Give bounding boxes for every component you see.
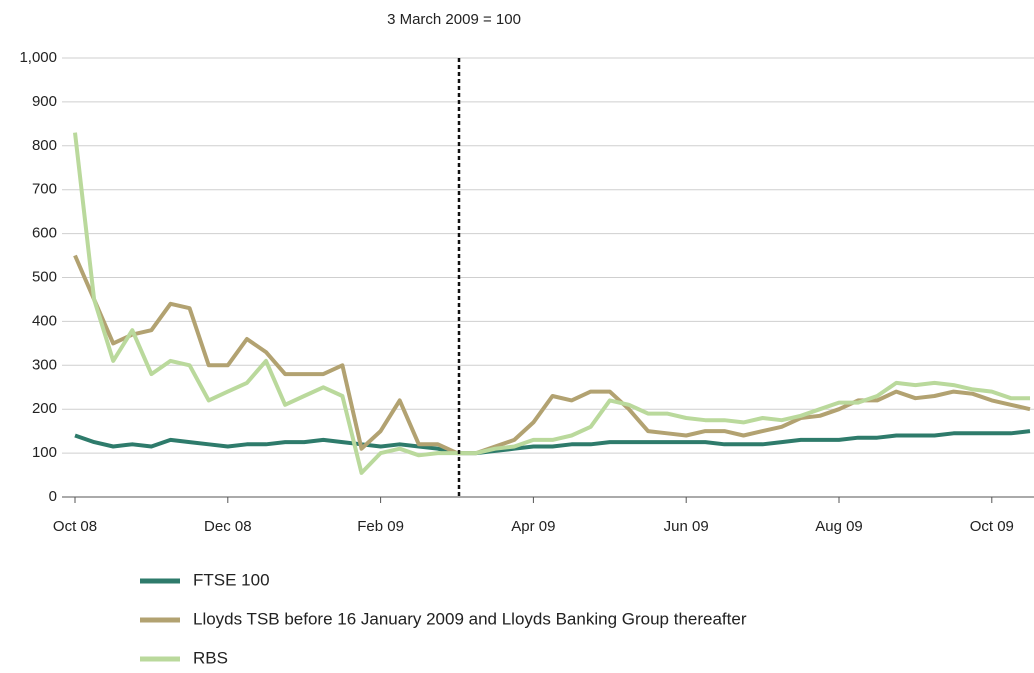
x-tick-label: Apr 09: [511, 518, 555, 535]
legend-label: FTSE 100: [193, 570, 270, 589]
y-tick-label: 300: [32, 356, 57, 373]
y-tick-label: 400: [32, 312, 57, 329]
series-line: [74, 429, 1031, 456]
series-line: [73, 132, 1030, 475]
y-tick-label: 900: [32, 93, 57, 110]
y-tick-label: 700: [32, 181, 57, 198]
y-tick-label: 1,000: [19, 49, 57, 66]
y-tick-label: 100: [32, 444, 57, 461]
x-tick-label: Dec 08: [204, 518, 252, 535]
legend-label: Lloyds TSB before 16 January 2009 and Ll…: [193, 609, 747, 628]
x-tick-label: Oct 08: [53, 518, 97, 535]
y-tick-label: 800: [32, 137, 57, 154]
x-tick-label: Aug 09: [815, 518, 863, 535]
y-tick-label: 500: [32, 268, 57, 285]
y-tick-label: 600: [32, 225, 57, 242]
y-tick-label: 0: [49, 488, 57, 505]
annotation: 3 March 2009 = 100: [387, 11, 521, 28]
x-tick-label: Jun 09: [664, 518, 709, 535]
x-tick-label: Oct 09: [970, 518, 1014, 535]
x-tick-label: Feb 09: [357, 518, 404, 535]
legend-label: RBS: [193, 648, 228, 667]
series-line: [73, 254, 1031, 456]
y-tick-label: 200: [32, 400, 57, 417]
